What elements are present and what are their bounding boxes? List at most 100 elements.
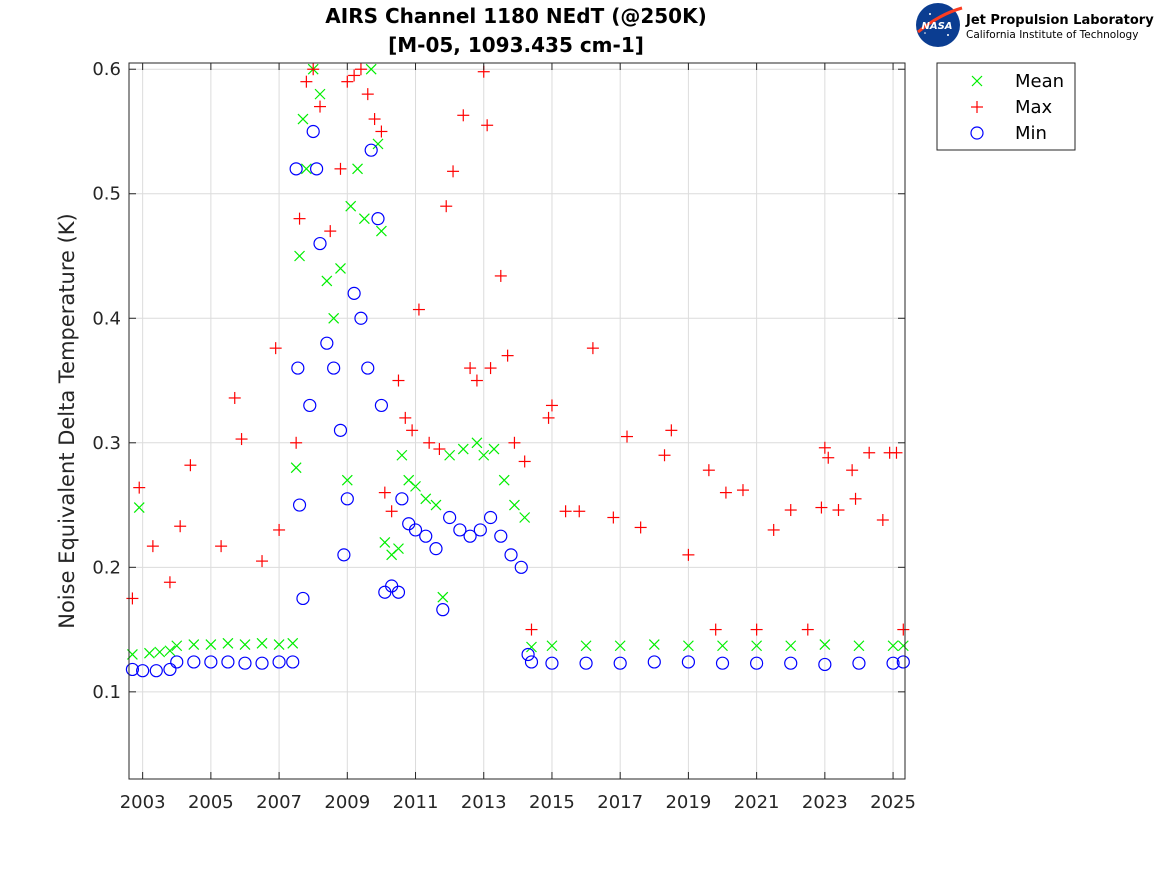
max-point (832, 504, 845, 517)
max-point (750, 623, 763, 636)
max-point (545, 399, 558, 412)
max-point (634, 521, 647, 534)
min-point (896, 655, 910, 669)
max-point (184, 459, 197, 472)
min-point (494, 529, 508, 543)
mean-point (341, 474, 353, 486)
x-tick-label: 2021 (734, 792, 780, 813)
axis-ticks: 2003 2005 2007 2009 2011 2013 2015 2017 2019 2021… (92, 59, 916, 813)
min-point (463, 529, 477, 543)
min-point (443, 510, 457, 525)
max-point (682, 548, 695, 561)
max-point (174, 520, 187, 533)
max-point (621, 430, 634, 443)
max-point (818, 441, 831, 454)
mean-point (239, 639, 251, 650)
max-point (863, 446, 876, 459)
max-point (235, 433, 248, 446)
min-point (483, 510, 498, 525)
legend-box (936, 62, 1076, 151)
mean-point (430, 499, 442, 511)
min-point (852, 656, 866, 670)
max-point (341, 75, 354, 88)
max-point (573, 505, 586, 518)
max-point (423, 436, 436, 449)
max-point (290, 436, 303, 449)
mean-point (393, 543, 404, 555)
legend-marker-min (970, 126, 984, 140)
mean-point (410, 480, 421, 492)
mean-point (478, 449, 490, 461)
min-point (521, 647, 535, 662)
max-point (256, 555, 269, 568)
nasa-badge-text: NASA (921, 21, 952, 32)
min-point (473, 523, 487, 537)
legend: Mean Max Min (936, 62, 1076, 151)
min-point (374, 398, 389, 413)
mean-point (457, 443, 469, 455)
max-point (607, 511, 620, 524)
max-point (525, 623, 538, 636)
mean-point (444, 449, 456, 461)
mean-point (328, 312, 340, 324)
x-tick-label: 2011 (393, 792, 439, 813)
mean-point (164, 645, 176, 657)
max-point (392, 374, 405, 387)
max-point (767, 523, 780, 536)
mean-point (335, 263, 346, 274)
legend-marker-mean (971, 75, 983, 87)
x-tick-label: 2015 (529, 792, 575, 813)
min-point (320, 336, 334, 350)
min-point (818, 657, 832, 672)
max-point (375, 125, 388, 138)
min-point (371, 212, 385, 226)
mean-point (375, 225, 387, 237)
min-point (333, 423, 348, 437)
mean-point (785, 640, 797, 652)
min-point (545, 656, 559, 670)
min-point (408, 523, 423, 537)
min-point (784, 656, 798, 670)
max-point (378, 486, 391, 499)
max-point (269, 342, 282, 355)
max-point (719, 486, 732, 499)
min-point (504, 548, 518, 562)
x-tick-label: 2017 (597, 792, 643, 813)
max-point (215, 540, 228, 553)
max-point (559, 505, 572, 518)
max-point (586, 342, 599, 355)
min-point (255, 656, 269, 670)
min-point (391, 585, 406, 599)
mean-point (273, 639, 285, 650)
series-mean (126, 63, 909, 660)
max-point (501, 349, 514, 362)
mean-point (488, 443, 500, 455)
max-point (508, 436, 521, 449)
max-point (846, 464, 859, 477)
max-point (293, 212, 306, 225)
chart-subtitle: [M-05, 1093.435 cm-1] (388, 33, 644, 57)
max-point (464, 362, 477, 375)
min-point (125, 662, 140, 677)
max-point (334, 162, 347, 175)
y-tick-label: 0.1 (92, 682, 121, 703)
x-tick-label: 2019 (665, 792, 711, 813)
mean-point (853, 640, 865, 652)
x-tick-label: 2025 (870, 792, 916, 813)
jpl-subname: California Institute of Technology (966, 29, 1138, 41)
data-marks (125, 63, 910, 678)
max-point (484, 362, 497, 375)
max-point (324, 225, 337, 238)
min-point (170, 655, 184, 669)
mean-point (294, 250, 305, 262)
max-point (457, 109, 470, 122)
mean-point (171, 640, 183, 652)
min-point (524, 655, 539, 669)
mean-point (546, 640, 558, 652)
max-point (126, 592, 139, 605)
y-tick-label: 0.6 (92, 59, 121, 80)
mean-point (897, 640, 909, 652)
min-point (354, 311, 368, 325)
mean-point (437, 591, 449, 603)
mean-point (188, 639, 200, 650)
